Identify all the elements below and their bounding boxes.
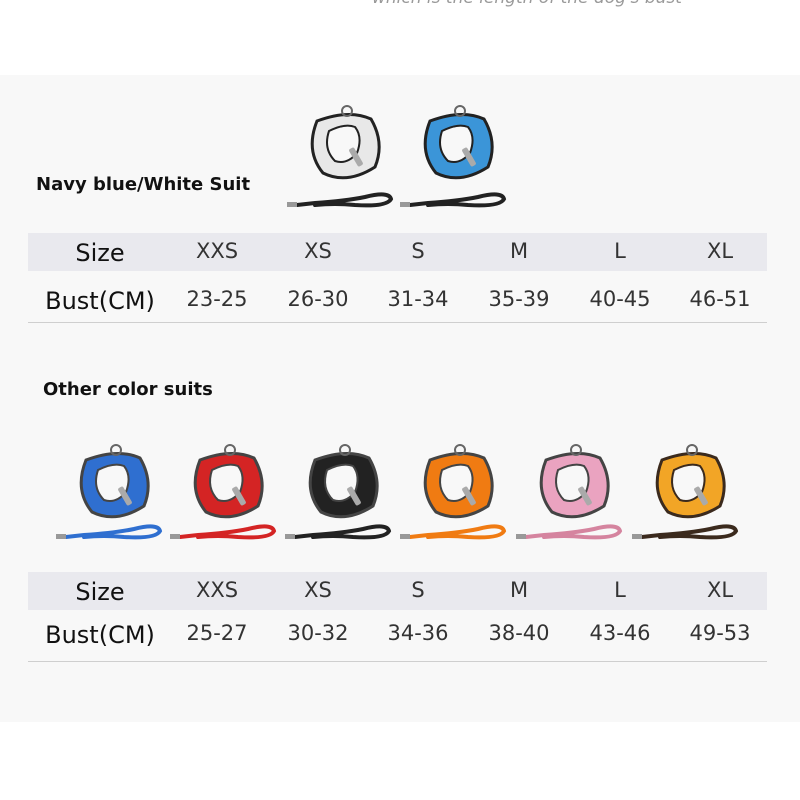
header-band [28,572,767,610]
size-cell: 30-32 [287,621,349,645]
harness [193,444,264,519]
leash [170,524,277,540]
row-label: Size [75,239,125,267]
harness [655,444,726,519]
size-cell: XS [304,578,332,602]
leash [56,524,163,540]
row-rule [28,661,767,662]
size-cell: 26-30 [287,287,349,311]
harness [310,105,381,180]
size-cell: 34-36 [387,621,449,645]
size-cell: 43-46 [589,621,651,645]
leash [285,524,392,540]
size-cell: L [614,578,626,602]
size-cell: 40-45 [589,287,651,311]
section-title: Navy blue/White Suit [36,174,251,195]
size-cell: L [614,239,626,263]
size-cell: XL [706,578,734,602]
row-label: Bust(CM) [45,621,155,649]
panel [0,75,800,722]
header-note: which is the length of the dog's bust [372,0,682,8]
leash [287,192,394,208]
leash [400,524,507,540]
harness [423,105,494,180]
size-cell: 35-39 [488,287,550,311]
section-title: Other color suits [43,379,213,400]
size-cell: 25-27 [186,621,248,645]
size-cell: XS [304,239,332,263]
harness [308,444,379,519]
row-label: Bust(CM) [45,287,155,315]
size-cell: S [411,239,425,263]
size-cell: M [509,578,529,602]
leash [400,192,507,208]
header-band [28,233,767,271]
harness [79,444,150,519]
row-label: Size [75,578,125,606]
size-cell: XXS [195,578,239,602]
leash [632,524,739,540]
size-cell: 46-51 [689,287,751,311]
size-cell: M [509,239,529,263]
size-cell: 49-53 [689,621,751,645]
leash [516,524,623,540]
size-cell: XL [706,239,734,263]
size-cell: 23-25 [186,287,248,311]
size-cell: XXS [195,239,239,263]
size-cell: S [411,578,425,602]
harness [423,444,494,519]
size-cell: 38-40 [488,621,550,645]
harness [539,444,610,519]
row-rule [28,322,767,323]
size-cell: 31-34 [387,287,449,311]
